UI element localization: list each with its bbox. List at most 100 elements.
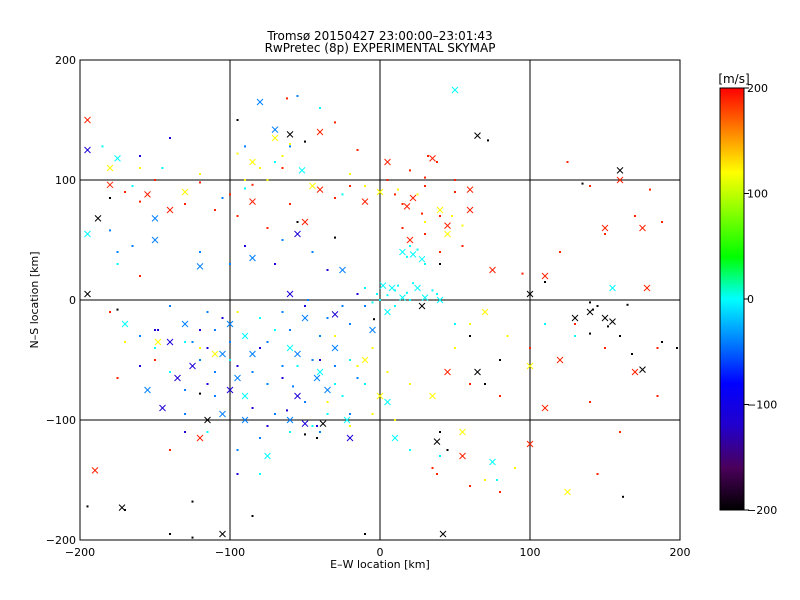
- point-s2-51: [391, 434, 399, 442]
- point-s3-10: [214, 329, 216, 331]
- point-s2-72: [241, 332, 249, 340]
- point-s0-5: [424, 185, 426, 187]
- colorbar-gradient: [719, 87, 745, 511]
- point-s2-37: [296, 365, 299, 367]
- colorbar-ticks: 200 100 0 −100 −200: [744, 82, 777, 517]
- point-s3-45: [226, 320, 234, 328]
- point-s3-62: [236, 449, 239, 451]
- point-s5-55: [191, 536, 194, 539]
- point-s2-8: [416, 248, 419, 251]
- point-s2-40: [364, 383, 366, 385]
- x-tick-label-2: 0: [377, 546, 384, 559]
- point-s0-80: [424, 233, 426, 235]
- point-s0-52: [656, 395, 659, 397]
- point-s3-15: [294, 350, 301, 358]
- point-s4-34: [139, 155, 141, 157]
- point-s1-48: [211, 350, 219, 358]
- point-s2-33: [436, 296, 444, 304]
- point-s1-21: [444, 230, 451, 238]
- point-s4-33: [346, 434, 354, 442]
- point-s3-25: [214, 371, 216, 373]
- point-s4-23: [274, 263, 276, 265]
- point-s3-26: [199, 359, 201, 361]
- point-s4-9: [226, 386, 234, 394]
- point-s3-22: [281, 365, 284, 367]
- point-s2-48: [264, 452, 271, 460]
- point-s2-34: [334, 383, 336, 385]
- point-s0-55: [499, 395, 501, 397]
- point-s0-89: [656, 347, 659, 349]
- point-s5-16: [199, 392, 201, 395]
- point-s2-15: [399, 294, 406, 301]
- point-s0-60: [459, 452, 466, 460]
- point-s0-27: [144, 191, 151, 198]
- point-s0-22: [349, 185, 351, 187]
- point-s1-36: [376, 392, 384, 400]
- point-s2-56: [101, 145, 104, 148]
- point-s3-21: [301, 314, 309, 322]
- point-s3-59: [184, 413, 186, 415]
- point-s0-79: [439, 251, 441, 253]
- point-s2-21: [414, 284, 421, 292]
- point-s4-0: [84, 146, 91, 154]
- point-s1-29: [409, 383, 411, 385]
- chart-subtitle: RwPretec (8p) EXPERIMENTAL SKYMAP: [265, 41, 496, 55]
- point-s5-38: [626, 303, 629, 306]
- point-s5-21: [474, 132, 481, 139]
- point-s0-51: [631, 368, 639, 376]
- point-s3-52: [311, 251, 314, 253]
- point-s1-16: [266, 179, 269, 181]
- point-s3-42: [313, 374, 321, 382]
- point-s0-61: [469, 485, 471, 487]
- point-s0-69: [639, 224, 646, 232]
- point-s2-27: [384, 308, 391, 316]
- point-s1-9: [376, 188, 384, 196]
- point-s4-6: [189, 362, 196, 370]
- point-s2-0: [451, 86, 459, 94]
- point-s0-14: [454, 179, 456, 181]
- point-s5-15: [204, 416, 211, 424]
- point-s4-11: [266, 425, 269, 427]
- point-s3-8: [116, 251, 119, 253]
- point-s2-10: [409, 245, 411, 247]
- colorbar-tick-label-0: 200: [747, 82, 768, 95]
- point-s0-48: [541, 272, 549, 280]
- point-s0-12: [403, 203, 411, 210]
- point-s2-30: [379, 282, 387, 289]
- point-s5-10: [316, 437, 318, 439]
- point-s5-23: [581, 182, 584, 185]
- point-s2-6: [409, 251, 417, 258]
- point-s1-4: [259, 167, 261, 169]
- point-s5-36: [586, 308, 594, 316]
- point-s3-65: [349, 413, 351, 415]
- point-s3-14: [289, 329, 291, 331]
- point-s0-4: [436, 161, 438, 163]
- point-s3-2: [244, 145, 246, 148]
- point-s5-6: [219, 530, 226, 538]
- point-s0-19: [229, 193, 231, 196]
- point-s0-0: [84, 116, 91, 124]
- point-s0-34: [124, 191, 126, 193]
- point-s0-25: [116, 377, 119, 379]
- point-s2-52: [409, 449, 411, 451]
- point-s3-23: [266, 383, 269, 385]
- point-s5-19: [296, 221, 299, 223]
- point-s3-47: [191, 341, 194, 343]
- point-s0-7: [401, 203, 404, 205]
- point-s1-22: [424, 221, 426, 223]
- point-s0-83: [461, 245, 464, 247]
- point-s0-38: [266, 227, 269, 229]
- point-s1-42: [459, 428, 466, 436]
- point-s0-3: [429, 155, 436, 162]
- point-s1-38: [356, 365, 359, 367]
- point-s2-73: [229, 359, 231, 361]
- point-s3-27: [181, 320, 189, 328]
- point-s1-14: [199, 173, 201, 175]
- point-s3-57: [151, 236, 159, 244]
- point-s3-37: [334, 365, 336, 367]
- point-s5-39: [571, 314, 579, 322]
- point-s4-13: [316, 425, 318, 427]
- point-s5-47: [373, 318, 375, 321]
- point-s3-12: [249, 350, 256, 358]
- point-s4-14: [286, 409, 288, 412]
